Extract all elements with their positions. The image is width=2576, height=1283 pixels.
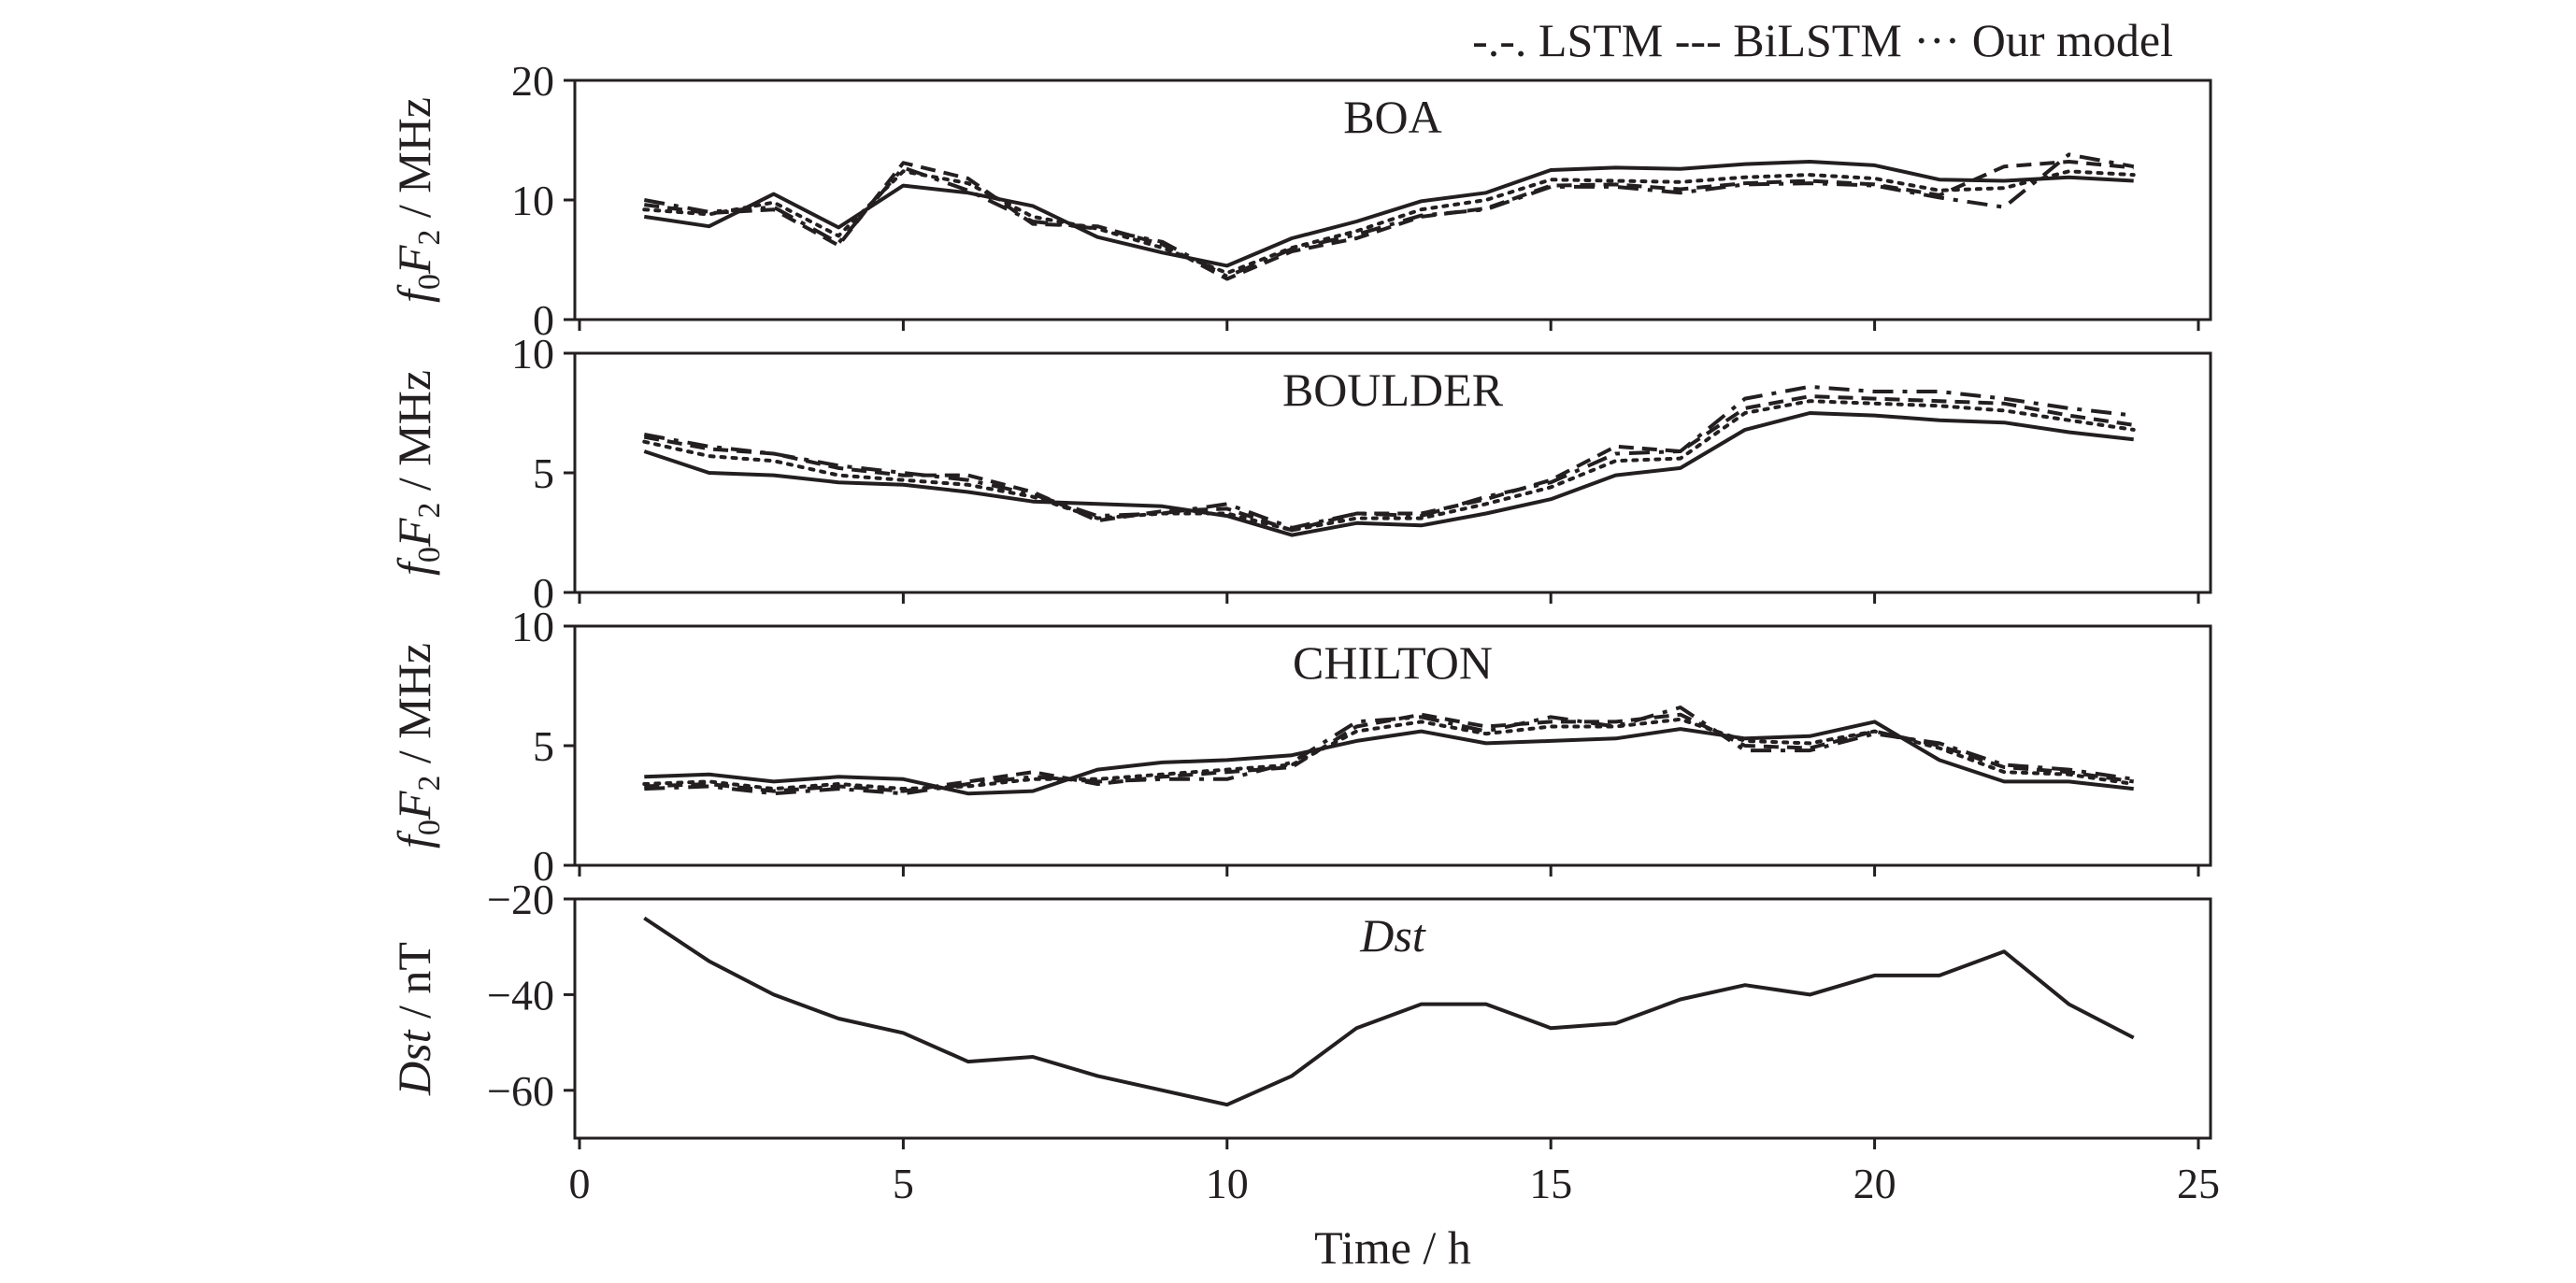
x-axis-label: Time / h <box>1314 1221 1471 1274</box>
y-tick-label: 10 <box>511 603 554 650</box>
panel-title: BOULDER <box>1282 364 1504 416</box>
legend-label-our-model: Our model <box>1972 14 2173 66</box>
y-tick-label: 0 <box>533 569 554 617</box>
panel-chilton: CHILTON 0 5 10 f0F2 / MHz <box>388 603 2212 890</box>
legend-marker-lstm: -.-. <box>1472 14 1526 66</box>
panel-dst: Dst −20 −40 −60 0 5 10 15 20 25 Dst / nT <box>388 876 2220 1207</box>
panel-title: BOA <box>1343 91 1442 143</box>
y-tick-label: 0 <box>533 842 554 890</box>
series-observed-line <box>644 720 2134 796</box>
legend-label-bilstm: BiLSTM <box>1733 14 1902 66</box>
y-tick-label: 10 <box>511 177 554 224</box>
x-tick-label: 0 <box>569 1160 591 1207</box>
x-tick-label: 25 <box>2177 1160 2220 1207</box>
panel-boa: BOA 0 10 20 f0F2 / MHz <box>388 57 2212 344</box>
x-tick-label: 15 <box>1529 1160 1572 1207</box>
y-tick-label: 5 <box>533 722 554 770</box>
panel-title: CHILTON <box>1293 636 1493 689</box>
y-tick-label: 10 <box>511 330 554 378</box>
series-our-model-line <box>642 717 2136 791</box>
legend-marker-bilstm: --- <box>1675 14 1722 66</box>
y-axis-label: f0F2 / MHz <box>388 643 447 848</box>
legend: -.-. LSTM --- BiLSTM ··· Our model <box>1472 14 2173 66</box>
x-tick-label: 5 <box>893 1160 914 1207</box>
y-tick-label: −20 <box>487 876 554 923</box>
panel-frame <box>573 897 2212 1140</box>
series-our-model-line <box>642 399 2136 533</box>
y-axis-label: Dst / nT <box>388 942 440 1096</box>
legend-text: -.-. LSTM --- BiLSTM ··· Our model <box>1472 14 2173 66</box>
panel-boulder: BOULDER 0 5 10 f0F2 / MHz <box>388 330 2212 617</box>
series-bilstm-line <box>643 394 2134 533</box>
y-tick-label: 20 <box>511 57 554 105</box>
y-tick-label: 0 <box>533 296 554 344</box>
legend-marker-our-model: ··· <box>1913 14 1960 66</box>
x-tick-label: 20 <box>1853 1160 1896 1207</box>
panel-title: Dst <box>1359 909 1426 962</box>
series-observed-line <box>644 160 2134 268</box>
series-dst-line <box>643 916 2135 1107</box>
y-axis-label: f0F2 / MHz <box>388 370 447 576</box>
y-axis-label: f0F2 / MHz <box>388 97 447 303</box>
y-tick-label: −40 <box>487 971 554 1019</box>
x-tick-label: 10 <box>1206 1160 1249 1207</box>
y-tick-label: −60 <box>487 1067 554 1115</box>
series-our-model-line <box>642 169 2136 276</box>
series-observed-line <box>643 411 2134 537</box>
y-tick-label: 5 <box>533 449 554 497</box>
series-bilstm-line <box>644 160 2134 281</box>
legend-label-lstm: LSTM <box>1538 14 1663 66</box>
